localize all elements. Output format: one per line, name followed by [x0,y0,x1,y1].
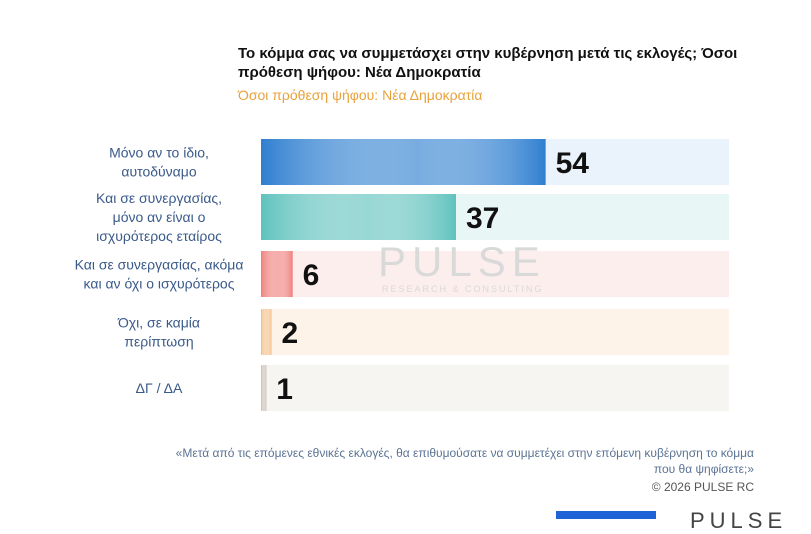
category-label: Όχι, σε καμία περίπτωση [117,315,200,350]
survey-question-footnote: «Μετά από τις επόμενες εθνικές εκλογές, … [175,446,754,476]
pulse-logo: PULSE [690,508,788,533]
bar-track [261,251,729,297]
value-label: 54 [556,147,590,180]
bar-highlight [261,194,456,240]
pulse-watermark: PULSE RESEARCH & CONSULTING [378,238,546,295]
bar-highlight [261,251,293,297]
bar-track [261,365,729,411]
watermark-subtitle: RESEARCH & CONSULTING [382,284,544,294]
value-label: 1 [276,373,293,406]
category-label: Και σε συνεργασίας, μόνο αν είναι ο ισχυρό… [96,190,222,244]
value-label: 2 [282,317,299,350]
copyright-notice: © 2026 PULSE RC [651,480,754,494]
bar-chart: Μόνο αν το ίδιο, αυτοδύναμο Και σε συνεργα… [75,139,729,411]
watermark-logo-text: PULSE [378,238,546,285]
greek-flag-icon [556,511,656,519]
chart-subtitle: Όσοι πρόθεση ψήφου: Νέα Δημοκρατία [238,87,483,103]
bar-track [261,309,729,355]
bar-highlight [261,139,546,185]
category-label: Και σε συνεργασίας, ακόμα και αν όχι ο ισ… [75,257,244,292]
bar-highlight [261,309,272,355]
chart-title: Το κόμμα σας να συμμετάσχει στην κυβέρνη… [238,45,738,81]
value-label: 6 [303,259,320,292]
category-label: ΔΓ / ΔΑ [136,380,183,396]
bar-highlight [261,365,267,411]
category-label: Μόνο αν το ίδιο, αυτοδύναμο [109,145,209,180]
value-label: 37 [466,202,499,235]
